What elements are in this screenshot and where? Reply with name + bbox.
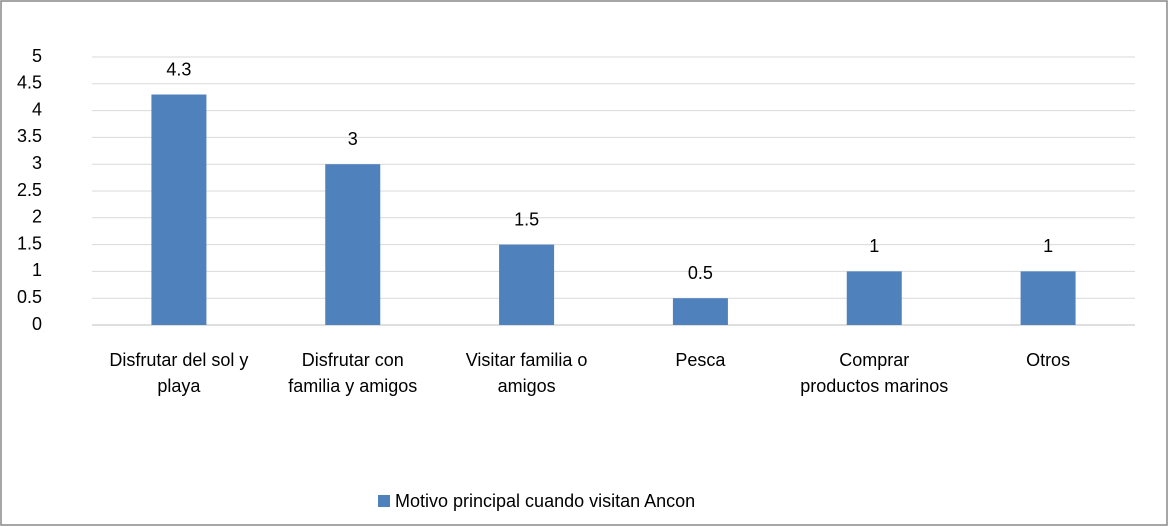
y-tick-label: 3	[32, 153, 42, 173]
data-label: 1	[869, 236, 879, 256]
x-tick-label: Otros	[1026, 350, 1071, 370]
y-tick-label: 0	[32, 314, 42, 334]
y-tick-label: 2	[32, 207, 42, 227]
bar	[499, 244, 555, 325]
y-tick-label: 1.5	[17, 233, 42, 253]
x-tick-label: Disfrutar con familia y amigos	[288, 350, 418, 396]
data-label: 1.5	[514, 209, 539, 229]
y-tick-label: 0.5	[17, 287, 42, 307]
y-tick-label: 2.5	[17, 180, 42, 200]
legend-label: Motivo principal cuando visitan Ancon	[395, 491, 695, 511]
data-label: 1	[1043, 236, 1053, 256]
bar	[672, 298, 728, 325]
bar	[1020, 271, 1076, 325]
x-tick-label: Pesca	[675, 350, 726, 370]
y-tick-label: 3.5	[17, 126, 42, 146]
y-tick-label: 5	[32, 46, 42, 66]
x-tick-label: Comprar productos marinos	[800, 350, 949, 396]
bar	[151, 94, 207, 326]
data-label: 4.3	[166, 59, 191, 79]
y-tick-label: 1	[32, 260, 42, 280]
y-tick-label: 4.5	[17, 73, 42, 93]
x-tick-label: Visitar familia o amigos	[465, 350, 588, 396]
bar	[325, 164, 381, 325]
x-tick-label: Disfrutar del sol y playa	[109, 350, 249, 396]
y-tick-label: 4	[32, 99, 42, 119]
data-label: 3	[348, 129, 358, 149]
legend-swatch	[378, 495, 390, 507]
data-label: 0.5	[688, 263, 713, 283]
bar	[846, 271, 902, 325]
